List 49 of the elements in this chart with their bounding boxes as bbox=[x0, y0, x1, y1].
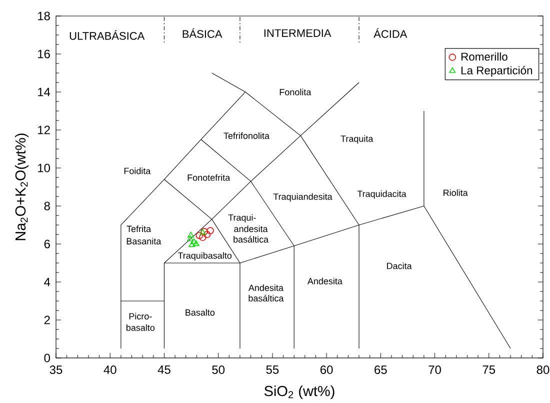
x-tick-label: 50 bbox=[212, 366, 225, 374]
annotation: Fonolita bbox=[280, 88, 312, 96]
x-tick-label: 35 bbox=[50, 366, 62, 374]
annotation: Traquibasalto bbox=[178, 252, 232, 261]
legend-label: La Repartición bbox=[462, 66, 532, 77]
x-tick-label: 80 bbox=[536, 366, 550, 374]
annotation: andesita bbox=[234, 225, 268, 232]
y-tick-label: 8 bbox=[44, 202, 50, 210]
y-axis-title: Na$_{2}$O+K$_{2}$O(wt%) bbox=[14, 134, 28, 240]
annotation: Picro- bbox=[129, 312, 152, 320]
annotation: BÁSICA bbox=[182, 28, 222, 38]
annotation: Traquiandesita bbox=[273, 193, 332, 202]
annotation: Traquidacita bbox=[357, 190, 406, 199]
annotation: Tefrifonolita bbox=[224, 132, 270, 139]
x-tick-label: 40 bbox=[104, 366, 116, 374]
x-tick-label: 70 bbox=[428, 366, 441, 374]
x-axis-title: SiO$_{2}$ (wt%) bbox=[264, 386, 334, 400]
annotation: Foidita bbox=[124, 168, 151, 174]
annotation: basalto bbox=[126, 324, 155, 331]
annotation: Basanita bbox=[126, 238, 162, 244]
annotation: Basalto bbox=[186, 309, 215, 316]
x-tick-label: 55 bbox=[266, 366, 279, 374]
y-tick-label: 12 bbox=[38, 126, 50, 134]
annotation: Andesita bbox=[248, 284, 284, 291]
x-tick-label: 75 bbox=[482, 366, 496, 374]
annotation: ULTRABÁSICA bbox=[70, 30, 145, 40]
annotation: INTERMEDIA bbox=[264, 29, 332, 37]
legend-label: Romerillo bbox=[462, 52, 508, 61]
annotation: Traqui- bbox=[228, 214, 256, 223]
x-tick-label: 60 bbox=[320, 366, 333, 374]
y-tick-label: 2 bbox=[44, 316, 50, 324]
y-tick-label: 6 bbox=[44, 240, 50, 248]
annotation: Fonotefrita bbox=[188, 174, 230, 181]
x-tick-label: 65 bbox=[374, 366, 387, 374]
y-tick-label: 0 bbox=[44, 354, 50, 362]
x-tick-label: 45 bbox=[158, 366, 170, 374]
y-tick-label: 14 bbox=[38, 88, 50, 96]
annotation: basáltica bbox=[248, 294, 284, 302]
annotation: ÁCIDA bbox=[374, 28, 408, 38]
annotation: Tefrita bbox=[126, 225, 152, 232]
annotation: Riolita bbox=[444, 189, 468, 196]
annotation: basáltica bbox=[234, 236, 269, 243]
annotation: Andesita bbox=[307, 278, 342, 284]
annotation: Dacita bbox=[387, 262, 412, 270]
y-tick-label: 4 bbox=[44, 278, 50, 286]
y-tick-label: 18 bbox=[38, 12, 50, 20]
y-tick-label: 10 bbox=[38, 164, 50, 172]
annotation: Traquita bbox=[340, 135, 374, 144]
y-tick-label: 16 bbox=[38, 50, 50, 58]
